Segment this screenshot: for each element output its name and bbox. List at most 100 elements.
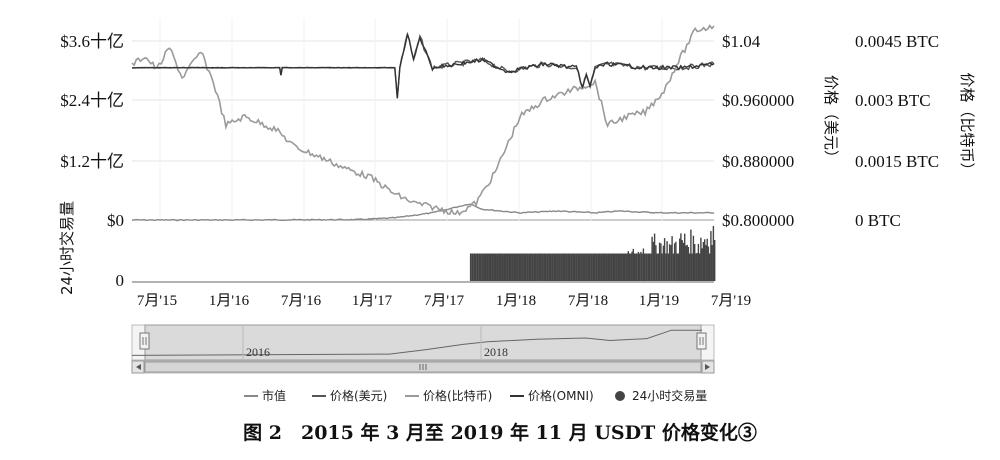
x-tick-label: 1月'16 <box>209 293 250 309</box>
volume-bar <box>562 253 564 281</box>
volume-bar <box>502 253 504 281</box>
volume-bar <box>525 253 527 281</box>
volume-bar <box>615 253 617 281</box>
legend-label: 价格(比特币) <box>423 388 492 403</box>
volume-bar <box>558 253 561 281</box>
volume-bar <box>603 253 606 281</box>
volume-bar <box>586 253 588 281</box>
volume-bar <box>681 240 683 281</box>
volume-bar <box>705 245 707 281</box>
volume-bar <box>650 253 652 281</box>
x-tick-label: 1月'19 <box>639 293 679 309</box>
volume-bar <box>686 244 688 281</box>
volume-bar <box>591 253 593 281</box>
usd-tick-label: $0.880000 <box>722 152 794 171</box>
volume-axis-title: 24小时交易量 <box>58 201 76 295</box>
volume-bar <box>621 253 623 281</box>
volume-bar <box>671 236 673 281</box>
navigator-line <box>131 329 702 356</box>
volume-bar <box>626 253 628 281</box>
volume-bar <box>471 253 473 281</box>
navigator[interactable]: 2016 2018 <box>131 324 715 374</box>
volume-bar <box>518 253 521 281</box>
volume-bar <box>625 253 627 281</box>
usd-tick-label: $1.04 <box>722 32 761 51</box>
volume-bar <box>618 253 621 281</box>
volume-bar <box>521 253 523 281</box>
volume-bar <box>517 253 519 281</box>
volume-bar <box>646 253 648 281</box>
volume-bar <box>540 253 542 281</box>
volume-bar <box>695 253 697 281</box>
volume-bar <box>523 253 526 281</box>
left-tick-label: $1.2十亿 <box>60 152 124 171</box>
volume-bar <box>613 253 616 281</box>
volume-bar <box>670 245 672 281</box>
volume-bar <box>675 241 677 281</box>
volume-bar <box>692 235 695 281</box>
volume-bar <box>532 253 534 281</box>
volume-bar <box>699 253 701 281</box>
volume-bar <box>493 253 496 281</box>
figure-caption: 图 2 2015 年 3 月至 2019 年 11 月 USDT 价格变化③ <box>243 422 757 444</box>
x-tick-label: 7月'19 <box>711 293 751 309</box>
btc-axis-title: 价格（比特币） <box>958 72 976 177</box>
volume-bar <box>611 253 613 281</box>
volume-bar <box>537 253 539 281</box>
volume-bar <box>706 238 708 281</box>
volume-bar <box>701 248 703 281</box>
volume-bar <box>555 253 557 281</box>
volume-bar <box>575 253 577 281</box>
volume-bar <box>691 253 693 281</box>
x-axis: 7月'15 1月'16 7月'16 1月'17 7月'17 1月'18 7月'18 1月'19… <box>137 293 751 309</box>
volume-bar <box>483 253 486 281</box>
main-series <box>131 24 715 222</box>
legend-swatch <box>615 391 625 401</box>
volume-bar <box>488 253 491 281</box>
volume-bar <box>576 253 578 281</box>
navigator-handle-left[interactable] <box>139 332 150 350</box>
volume-bar <box>642 248 645 281</box>
volume-bar <box>568 253 571 281</box>
volume-bar <box>617 253 619 281</box>
volume-bar <box>616 253 618 281</box>
navigator-handle-right[interactable] <box>696 332 707 350</box>
volume-bar <box>485 253 487 281</box>
volume-bar <box>679 238 681 281</box>
volume-bar <box>550 253 552 281</box>
volume-bar <box>474 253 477 281</box>
volume-bar <box>627 251 629 281</box>
volume-bar <box>531 253 533 281</box>
volume-bar <box>588 253 591 281</box>
volume-bar <box>490 253 492 281</box>
volume-bar <box>573 253 576 281</box>
volume-bar <box>491 253 493 281</box>
volume-bar <box>662 245 665 281</box>
volume-bar <box>714 240 716 281</box>
volume-bar <box>533 253 536 281</box>
volume-bar <box>694 244 696 281</box>
series-line-2 <box>131 24 715 216</box>
volume-bar <box>612 253 614 281</box>
volume-bar <box>498 253 501 281</box>
series-line-3 <box>131 33 715 99</box>
usd-axis-title: 价格（美元） <box>822 75 840 165</box>
volume-bar <box>516 253 518 281</box>
volume-bar <box>651 236 653 281</box>
navigator-label-2018: 2018 <box>484 345 508 359</box>
volume-bar <box>636 253 638 281</box>
volume-bar <box>635 253 637 281</box>
legend-label: 价格(美元) <box>330 388 387 403</box>
volume-bar <box>561 253 563 281</box>
volume-bar <box>672 253 675 281</box>
volume-bar <box>477 253 479 281</box>
volume-bar <box>660 243 662 281</box>
volume-bar <box>710 231 712 281</box>
volume-bar <box>538 253 541 281</box>
volume-bar <box>542 253 544 281</box>
volume-bar <box>505 253 507 281</box>
volume-bar <box>610 253 612 281</box>
volume-bar <box>676 253 678 281</box>
volume-bar <box>536 253 538 281</box>
volume-bars <box>469 226 716 281</box>
